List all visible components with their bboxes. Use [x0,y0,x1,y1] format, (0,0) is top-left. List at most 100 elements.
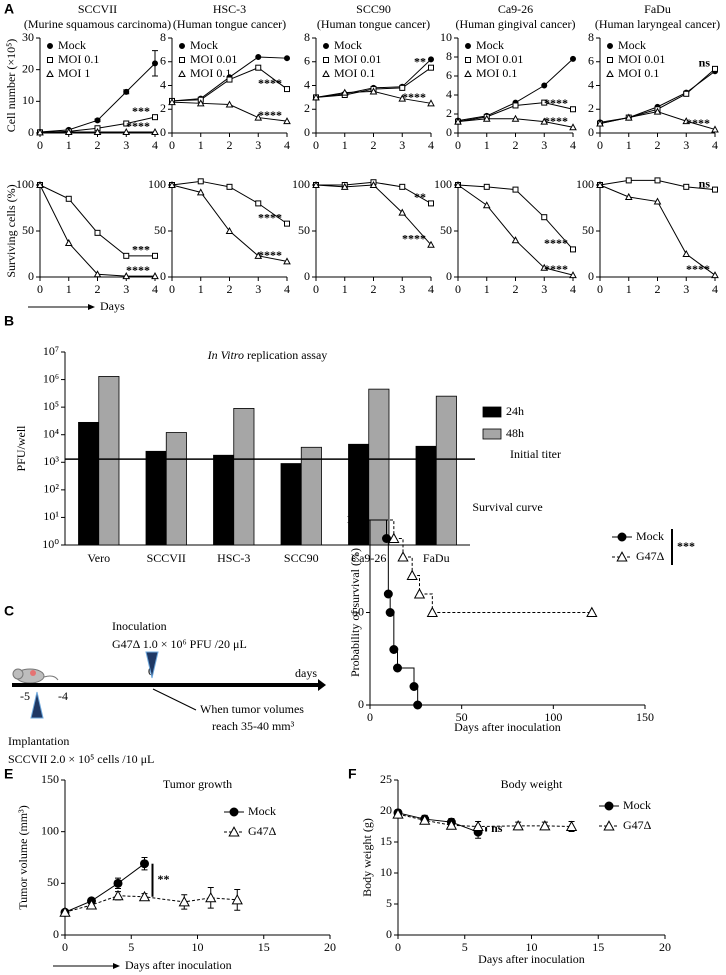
point [683,90,690,97]
x-tick-label: 1 [626,138,632,152]
x-tick-label: 4 [152,138,158,152]
point [36,180,44,188]
x-tick-label: 1 [66,282,72,296]
y-tick-label: 6 [160,54,166,68]
point [596,119,604,127]
significance: ** [158,872,170,886]
significance: *** [132,243,150,257]
point [624,113,633,121]
y-axis-label: Probability of survival (%) [348,548,362,677]
tumor [30,670,36,676]
point [64,238,73,246]
x-axis-label: Days after inoculation [478,952,585,966]
x-tick-label: 0 [455,138,461,152]
y-tick-label: 20 [22,61,34,75]
point [483,183,490,190]
point [569,123,577,131]
point [427,99,435,107]
legend-marker [179,57,185,63]
y-tick-label: 6 [588,54,594,68]
x-tick-label: 1 [66,138,72,152]
legend-label: MOI 0.01 [190,52,237,66]
y-tick-label: 50 [352,604,364,618]
point [205,891,217,903]
y-tick-label: 100 [292,177,310,191]
bar [368,388,390,546]
point [541,99,548,106]
point [152,114,158,121]
x-tick-label: 1 [626,282,632,296]
y-axis-label: Surviving cells (%) [4,184,18,277]
legend-label: Mock [334,38,362,52]
point [168,98,176,106]
x-label-arrowhead [88,304,95,310]
legend-label: Mock [248,804,276,818]
point [586,606,598,617]
y-tick-label: 4 [304,77,310,91]
x-tick-label: 50 [456,710,468,724]
x-tick-label: 3 [541,138,547,152]
bar [233,408,255,546]
bar [78,421,100,546]
legend-label: Mock [58,38,86,52]
point [653,197,662,205]
y-tick-label: 100 [16,177,34,191]
y-tick-label: 0 [446,269,452,283]
inoculation-marker [145,651,159,679]
bar [435,395,457,546]
legend-marker [178,69,186,77]
point [197,178,204,185]
point [565,820,578,831]
mouse-tail [43,675,59,681]
inoculation-label: Inoculation [112,619,167,633]
legend-label: G47Δ [248,824,277,838]
point [122,272,131,280]
y-tick-label: 4 [588,77,594,91]
x-tick-label: 0 [597,138,603,152]
legend-marker [47,43,53,49]
point [255,64,262,71]
x-tick-label: 2 [371,138,377,152]
x-axis-label: Days after inoculation [454,720,561,734]
x-tick-label: 0 [367,710,373,724]
y-tick-label: 10⁷ [43,344,59,358]
point [511,236,520,244]
significance: **** [544,236,568,250]
y-tick-label: 0 [160,269,166,283]
legend-marker [464,69,472,77]
chart-subtitle: (Human laryngeal cancer) [595,17,720,31]
step-line [419,593,433,613]
x-tick-label: 15 [258,940,270,954]
point [196,188,205,196]
x-tick-label: 3 [123,282,129,296]
point [226,183,233,190]
y-tick-label: 10² [43,482,59,496]
x-tick-label: 5 [128,940,134,954]
chart-title: HSC-3 [213,2,246,16]
cells-label: SCCVII 2.0 × 10⁵ cells /10 μL [8,752,154,766]
legend-marker [616,551,628,562]
point [151,272,159,280]
x-tick-label: Vero [87,551,110,565]
x-tick-label: 3 [255,282,261,296]
y-tick-label: 15 [380,834,392,848]
legend-label: Mock [190,38,218,52]
point [682,117,691,125]
point [178,896,190,907]
point [254,113,263,121]
y-axis-label: PFU/well [14,425,28,472]
x-tick-label: FaDu [423,551,450,565]
y-axis-label: Tumor volume (mm³) [16,805,30,910]
point [94,229,101,236]
x-tick-label: 150 [636,710,654,724]
point [388,532,400,543]
legend-marker [47,57,53,63]
chart-title: In Vitro replication assay [207,348,328,362]
y-tick-label: 100 [346,512,364,526]
point [284,55,290,62]
x-tick-label: 4 [428,138,434,152]
legend-label: MOI 0.1 [58,52,99,66]
y-tick-label: 100 [434,177,452,191]
y-tick-label: 2 [304,101,310,115]
